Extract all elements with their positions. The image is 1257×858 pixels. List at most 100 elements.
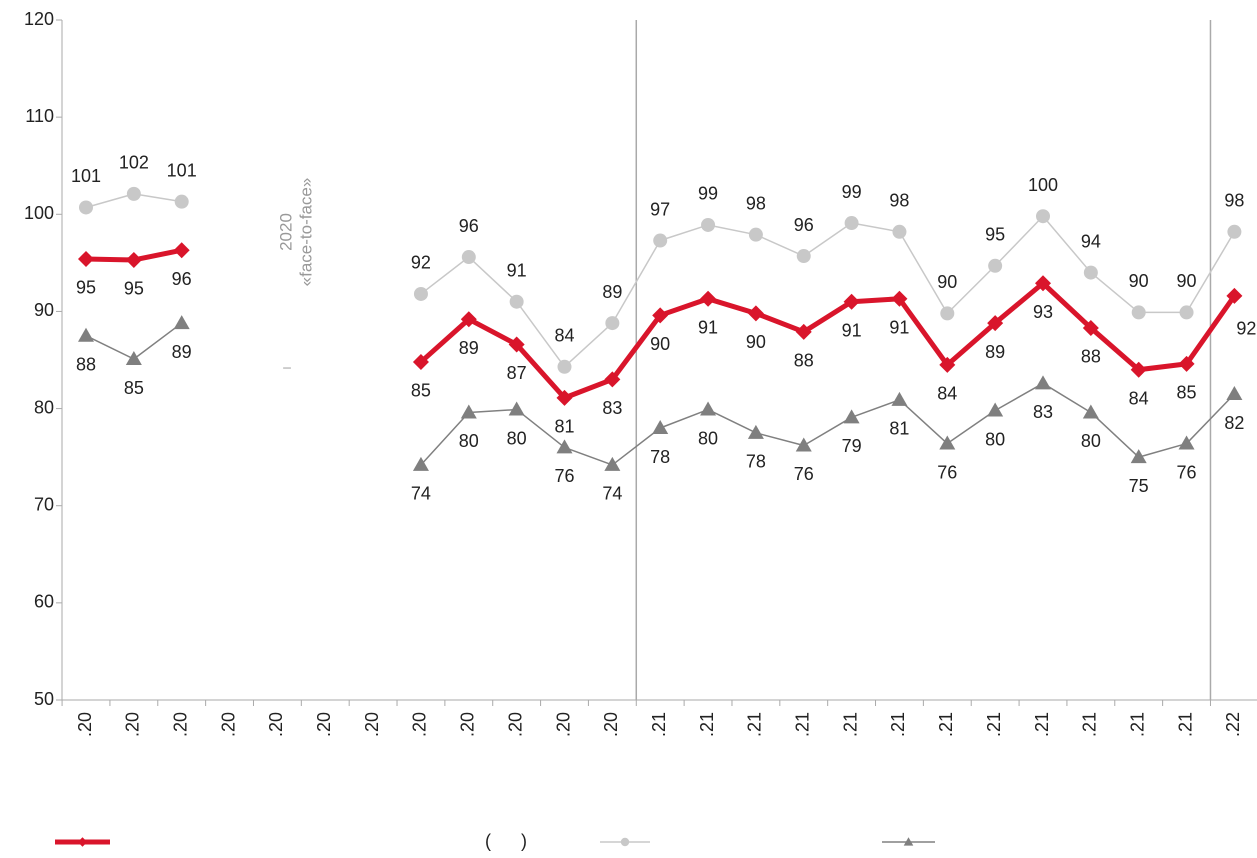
- x-tick-label: .20: [266, 712, 286, 737]
- data-label: 96: [794, 215, 814, 235]
- data-point: [1083, 265, 1098, 280]
- data-label: 89: [602, 282, 622, 302]
- data-label: 79: [842, 436, 862, 456]
- data-label: 74: [411, 484, 431, 504]
- data-label: 96: [172, 269, 192, 289]
- x-tick-label: .20: [218, 712, 238, 737]
- legend-marker: [903, 837, 914, 846]
- data-point: [125, 351, 142, 366]
- data-label: 81: [889, 419, 909, 439]
- data-point: [173, 242, 190, 259]
- x-tick-label: .20: [410, 712, 430, 737]
- data-point: [1130, 361, 1147, 378]
- data-label: 80: [507, 428, 527, 448]
- x-tick-label: .21: [649, 712, 669, 737]
- data-label: 76: [937, 462, 957, 482]
- data-label: 95: [985, 225, 1005, 245]
- data-label: 80: [1081, 431, 1101, 451]
- annotation: 2020 «face-to-face» –: [276, 178, 315, 375]
- data-label: 90: [937, 272, 957, 292]
- data-point: [1178, 355, 1195, 372]
- data-point: [413, 286, 428, 301]
- data-label: 91: [507, 260, 527, 280]
- x-tick-label: .21: [1127, 712, 1147, 737]
- data-label: 75: [1129, 476, 1149, 496]
- data-label: 85: [124, 378, 144, 398]
- data-label: 89: [459, 338, 479, 358]
- data-point: [843, 293, 860, 310]
- x-tick-label: .22: [1223, 712, 1243, 737]
- data-point: [1130, 449, 1147, 464]
- x-tick-label: .20: [314, 712, 334, 737]
- data-point: [796, 249, 811, 264]
- data-point: [78, 327, 94, 342]
- data-point: [1035, 375, 1051, 390]
- data-point: [1082, 319, 1099, 336]
- legend-label: ( ): [485, 831, 527, 851]
- data-point: [174, 194, 189, 209]
- data-point: [892, 224, 907, 239]
- x-tick-label: .21: [984, 712, 1004, 737]
- data-label: 76: [554, 466, 574, 486]
- data-point: [461, 250, 476, 265]
- data-label: 90: [1177, 271, 1197, 291]
- data-point: [891, 391, 908, 406]
- data-label: 99: [842, 182, 862, 202]
- data-label: 76: [1177, 462, 1197, 482]
- data-label: 84: [1129, 388, 1149, 408]
- data-point: [509, 294, 524, 309]
- data-point: [460, 404, 477, 419]
- y-tick-label: 90: [34, 300, 54, 320]
- y-tick-label: 60: [34, 592, 54, 612]
- data-point: [987, 402, 1004, 417]
- data-label: 99: [698, 184, 718, 204]
- data-label: 101: [167, 160, 197, 180]
- data-point: [940, 306, 955, 321]
- y-tick-label: 120: [24, 9, 54, 29]
- data-point: [701, 217, 716, 232]
- data-label: 95: [124, 279, 144, 299]
- data-label: 91: [889, 318, 909, 338]
- data-label: 80: [459, 431, 479, 451]
- data-point: [844, 216, 859, 231]
- data-label: 96: [459, 216, 479, 236]
- y-tick-label: 70: [34, 494, 54, 514]
- data-label: 87: [507, 363, 527, 383]
- data-point: [652, 420, 669, 434]
- data-point: [126, 186, 141, 201]
- data-label: 92: [1236, 319, 1256, 339]
- x-tick-label: .21: [1080, 712, 1100, 737]
- data-label: 84: [937, 384, 957, 404]
- x-tick-label: .20: [362, 712, 382, 737]
- data-point: [556, 389, 573, 406]
- data-point: [652, 307, 669, 324]
- data-point: [1226, 287, 1243, 304]
- data-point: [412, 456, 429, 471]
- data-label: 85: [411, 381, 431, 401]
- data-point: [1082, 404, 1099, 419]
- data-point: [700, 290, 717, 307]
- data-label: 90: [1129, 271, 1149, 291]
- data-point: [173, 315, 190, 330]
- x-tick-label: .20: [553, 712, 573, 737]
- data-point: [1036, 209, 1050, 224]
- data-label: 89: [985, 342, 1005, 362]
- data-point: [604, 371, 621, 388]
- data-label: 88: [76, 354, 96, 374]
- data-label: 74: [602, 484, 622, 504]
- x-tick-label: .21: [840, 712, 860, 737]
- data-label: 94: [1081, 231, 1101, 251]
- data-point: [987, 315, 1004, 332]
- x-tick-label: .20: [601, 712, 621, 737]
- data-label: 92: [411, 253, 431, 273]
- x-tick-label: .21: [1175, 712, 1195, 737]
- data-label: 90: [650, 334, 670, 354]
- data-point: [939, 435, 956, 450]
- data-label: 91: [842, 320, 862, 340]
- data-point: [795, 437, 812, 452]
- x-tick-label: .20: [505, 712, 525, 737]
- data-point: [700, 401, 717, 416]
- data-point: [891, 290, 908, 307]
- data-point: [795, 323, 812, 340]
